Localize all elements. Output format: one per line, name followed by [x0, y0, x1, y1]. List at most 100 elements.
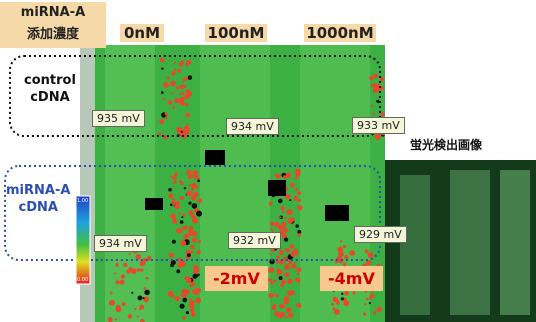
- speckle: [268, 293, 273, 298]
- speckle: [134, 308, 136, 310]
- speckle: [185, 77, 188, 80]
- speckle: [377, 84, 380, 87]
- speckle: [146, 277, 149, 280]
- speckle: [284, 282, 286, 284]
- speckle: [284, 217, 286, 219]
- speckle: [180, 220, 184, 224]
- speckle: [179, 93, 181, 95]
- speckle: [180, 97, 185, 102]
- speckle: [176, 269, 180, 273]
- speckle: [298, 199, 301, 202]
- speckle: [195, 291, 198, 294]
- speckle: [140, 268, 143, 271]
- speckle: [336, 301, 340, 305]
- speckle: [182, 81, 184, 83]
- speckle: [174, 98, 179, 103]
- speckle: [143, 297, 145, 299]
- title-line: miRNA-A: [0, 2, 106, 24]
- defect: [325, 205, 349, 221]
- speckle: [167, 76, 170, 79]
- speckle: [270, 222, 274, 226]
- speckle: [165, 113, 168, 116]
- speckle: [279, 276, 283, 280]
- title-line: 添加濃度: [0, 24, 106, 46]
- speckle: [188, 184, 191, 187]
- speckle: [173, 182, 175, 184]
- speckle: [180, 196, 184, 200]
- row-label: miRNA-A cDNA: [6, 182, 70, 216]
- speckle: [291, 265, 295, 269]
- speckle: [373, 73, 378, 78]
- speckle: [170, 214, 174, 218]
- speckle: [179, 304, 184, 309]
- colorbar-top: 1.00: [77, 198, 88, 204]
- speckle: [191, 183, 197, 189]
- speckle: [114, 272, 116, 274]
- speckle: [287, 218, 293, 224]
- fluorescence-title: 蛍光検出画像: [410, 136, 482, 153]
- speckle: [363, 312, 366, 315]
- colorbar-bottom: 0.00: [77, 277, 88, 283]
- speckle: [187, 233, 191, 237]
- speckle: [369, 296, 372, 299]
- speckle: [189, 298, 192, 301]
- speckle: [195, 298, 201, 304]
- speckle: [171, 92, 173, 94]
- speckle: [277, 269, 283, 275]
- speckle: [129, 253, 131, 255]
- speckle: [161, 91, 164, 94]
- reading: 935 mV: [92, 110, 145, 127]
- speckle: [371, 105, 373, 107]
- speckle: [185, 103, 188, 106]
- speckle: [331, 303, 334, 306]
- speckle: [279, 250, 284, 255]
- speckle: [375, 134, 381, 140]
- speckle: [273, 279, 276, 282]
- speckle: [269, 253, 271, 255]
- speckle: [184, 226, 188, 230]
- speckle: [378, 308, 381, 311]
- speckle: [270, 281, 273, 284]
- concentration: 1000nM: [304, 24, 376, 42]
- speckle: [161, 67, 163, 69]
- speckle: [196, 250, 200, 254]
- speckle: [168, 100, 172, 104]
- speckle: [290, 183, 295, 188]
- speckle: [186, 311, 189, 314]
- speckle: [349, 250, 355, 256]
- speckle: [274, 222, 279, 227]
- speckle: [364, 303, 366, 305]
- speckle: [168, 193, 173, 198]
- speckle: [284, 272, 289, 277]
- speckle: [268, 278, 272, 282]
- reading: 934 mV: [94, 235, 147, 252]
- row-label-line: cDNA: [6, 199, 70, 216]
- speckle: [189, 303, 194, 308]
- speckle: [179, 180, 182, 183]
- speckle: [190, 251, 193, 254]
- speckle: [285, 248, 290, 253]
- speckle: [186, 123, 188, 125]
- speckle: [115, 263, 118, 266]
- speckle: [192, 170, 198, 176]
- speckle: [177, 69, 181, 73]
- speckle: [163, 98, 165, 100]
- speckle: [194, 268, 199, 273]
- reading: 932 mV: [228, 232, 281, 249]
- speckle: [170, 175, 172, 177]
- speckle: [181, 60, 184, 63]
- speckle: [198, 240, 201, 243]
- speckle: [293, 196, 298, 201]
- heatmap-band: [105, 45, 155, 322]
- speckle: [382, 113, 385, 116]
- speckle: [268, 267, 274, 273]
- speckle: [171, 71, 176, 76]
- speckle: [286, 307, 291, 312]
- speckle: [115, 318, 117, 320]
- speckle: [181, 131, 183, 133]
- speckle: [181, 216, 183, 218]
- speckle: [286, 316, 288, 318]
- speckle: [273, 304, 277, 308]
- speckle: [296, 303, 301, 308]
- speckle: [369, 302, 371, 304]
